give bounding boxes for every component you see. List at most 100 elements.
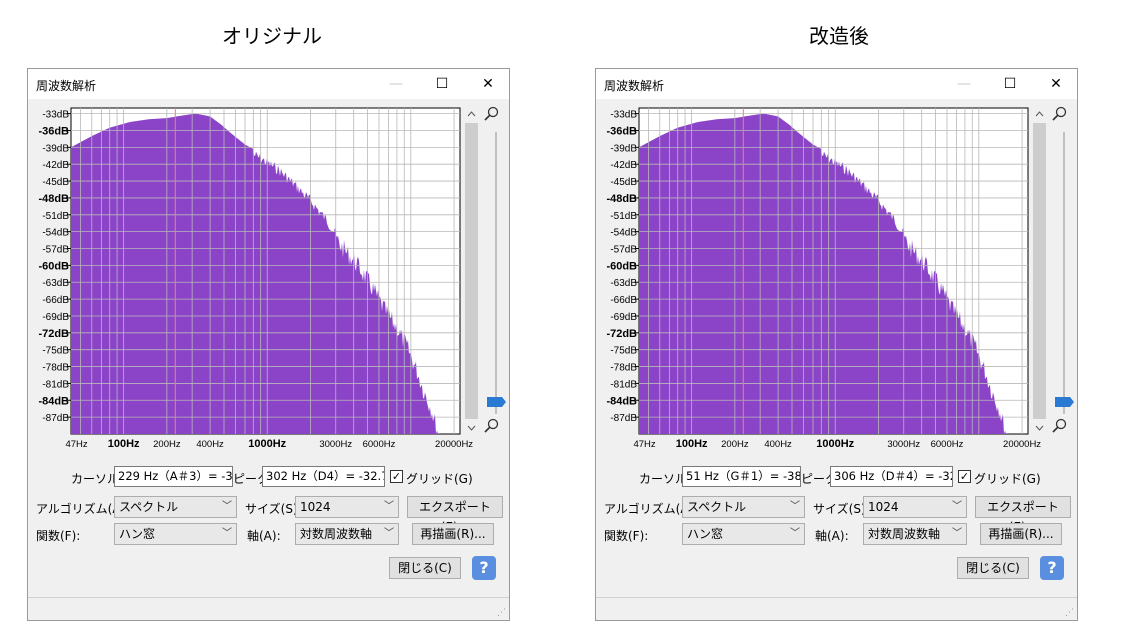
- close-window-button[interactable]: ✕: [482, 76, 494, 92]
- peak-value-field[interactable]: 306 Hz（D＃4）= -32: [830, 466, 953, 487]
- x-tick-label: 400Hz: [196, 439, 224, 450]
- algorithm-select[interactable]: スペクトル ﹀: [114, 496, 237, 518]
- zoom-in-icon-handle: [484, 114, 491, 121]
- function-value: ハン窓: [119, 527, 156, 541]
- y-tick-label: -45dB: [42, 177, 69, 188]
- y-tick-label: -57dB: [610, 245, 637, 256]
- y-tick-label: -36dB: [606, 125, 637, 137]
- zoom-in-icon: [1055, 106, 1067, 118]
- y-tick-label: -42dB: [610, 160, 637, 171]
- chevron-down-icon: ﹀: [952, 528, 962, 539]
- grid-checkbox[interactable]: ✓: [958, 470, 971, 483]
- close-button[interactable]: 閉じる(C): [957, 557, 1029, 579]
- algorithm-value: スペクトル: [119, 500, 179, 514]
- help-icon[interactable]: ?: [1040, 556, 1064, 580]
- replot-button[interactable]: 再描画(R)...: [412, 523, 494, 545]
- scrollbar-thumb: [465, 123, 478, 419]
- axis-select[interactable]: 対数周波数軸 ﹀: [863, 523, 967, 545]
- y-tick-label: -33dB: [42, 110, 69, 121]
- chevron-down-icon: ﹀: [952, 501, 962, 512]
- chevron-down-icon: ﹀: [222, 501, 232, 512]
- y-tick-label: -72dB: [38, 328, 69, 340]
- resize-grip-icon[interactable]: ⋰: [497, 608, 506, 618]
- x-tick-label: 20000Hz: [1003, 439, 1041, 450]
- x-tick-label: 1000Hz: [816, 438, 854, 450]
- y-tick-label: -78dB: [42, 363, 69, 374]
- y-tick-label: -87dB: [42, 413, 69, 424]
- axis-label: 軸(A):: [815, 529, 849, 543]
- y-tick-label: -75dB: [610, 346, 637, 357]
- y-tick-label: -39dB: [610, 143, 637, 154]
- close-button[interactable]: 閉じる(C): [389, 557, 461, 579]
- function-label: 関数(F):: [36, 529, 81, 543]
- zoom-out-icon-handle: [1052, 426, 1059, 433]
- x-tick-label: 3000Hz: [319, 439, 352, 450]
- x-tick-label: 3000Hz: [887, 439, 920, 450]
- function-select[interactable]: ハン窓 ﹀: [682, 523, 805, 545]
- size-select[interactable]: 1024 ﹀: [863, 496, 967, 518]
- y-tick-label: -84dB: [606, 395, 637, 407]
- scroll-down-icon: [467, 425, 476, 431]
- minimize-button[interactable]: —: [389, 76, 403, 92]
- y-tick-label: -69dB: [42, 312, 69, 323]
- axis-select[interactable]: 対数周波数軸 ﹀: [295, 523, 399, 545]
- x-tick-label: 6000Hz: [363, 439, 396, 450]
- scroll-up-icon: [1035, 111, 1044, 117]
- y-tick-label: -57dB: [42, 245, 69, 256]
- zoom-slider-thumb: [487, 397, 506, 407]
- y-tick-label: -78dB: [610, 363, 637, 374]
- help-icon[interactable]: ?: [472, 556, 496, 580]
- y-tick-label: -87dB: [610, 413, 637, 424]
- window-title: 周波数解析: [36, 79, 97, 93]
- frequency-analysis-window-modified: 周波数解析 — ☐ ✕ -33dB -36dB -39dB -42dB -45dB -48…: [595, 68, 1078, 621]
- cursor-value-field[interactable]: 51 Hz（G＃1）= -38 d: [682, 466, 801, 487]
- chevron-down-icon: ﹀: [384, 501, 394, 512]
- title-bar: 周波数解析 — ☐ ✕: [28, 69, 509, 99]
- algorithm-label: アルゴリズム(A):: [36, 502, 130, 516]
- cursor-value-field[interactable]: 229 Hz（A＃3）= -32: [114, 466, 233, 487]
- algorithm-select[interactable]: スペクトル ﹀: [682, 496, 805, 518]
- spectrum-plot[interactable]: -33dB -36dB -39dB -42dB -45dB -48dB -51dB -54dB…: [28, 101, 511, 459]
- spectrum-area: [71, 113, 460, 434]
- zoom-out-icon: [487, 418, 499, 430]
- size-select[interactable]: 1024 ﹀: [295, 496, 399, 518]
- y-tick-label: -60dB: [606, 260, 637, 272]
- function-label: 関数(F):: [604, 529, 649, 543]
- maximize-button[interactable]: ☐: [435, 76, 449, 92]
- y-tick-label: -84dB: [38, 395, 69, 407]
- chevron-down-icon: ﹀: [384, 528, 394, 539]
- frequency-analysis-window-original: 周波数解析 — ☐ ✕ -33dB -36dB -39dB -42dB -45dB -48…: [27, 68, 510, 621]
- x-tick-label: 1000Hz: [248, 438, 286, 450]
- export-button[interactable]: エクスポート(E)...: [975, 496, 1071, 534]
- y-tick-label: -51dB: [42, 211, 69, 222]
- y-tick-label: -54dB: [610, 228, 637, 239]
- y-tick-label: -66dB: [610, 295, 637, 306]
- grid-checkbox[interactable]: ✓: [390, 470, 403, 483]
- spectrum-plot[interactable]: -33dB -36dB -39dB -42dB -45dB -48dB -51dB -54dB…: [596, 101, 1079, 459]
- maximize-button[interactable]: ☐: [1003, 76, 1017, 92]
- zoom-out-icon: [1055, 418, 1067, 430]
- y-tick-label: -72dB: [606, 328, 637, 340]
- resize-grip-icon[interactable]: ⋰: [1065, 608, 1074, 618]
- function-select[interactable]: ハン窓 ﹀: [114, 523, 237, 545]
- peak-value-field[interactable]: 302 Hz（D4）= -32.7: [262, 466, 385, 487]
- y-tick-label: -81dB: [610, 379, 637, 390]
- x-tick-label: 47Hz: [65, 439, 87, 450]
- x-tick-label: 20000Hz: [435, 439, 473, 450]
- y-tick-label: -66dB: [42, 295, 69, 306]
- export-button[interactable]: エクスポート(E)...: [407, 496, 503, 534]
- x-tick-label: 200Hz: [721, 439, 749, 450]
- zoom-out-icon-handle: [484, 426, 491, 433]
- y-tick-label: -60dB: [38, 260, 69, 272]
- y-tick-label: -63dB: [42, 278, 69, 289]
- minimize-button[interactable]: —: [957, 76, 971, 92]
- y-tick-label: -63dB: [610, 278, 637, 289]
- size-label: サイズ(S):: [245, 502, 302, 516]
- axis-value: 対数周波数軸: [868, 527, 941, 541]
- y-tick-label: -36dB: [38, 125, 69, 137]
- replot-button[interactable]: 再描画(R)...: [980, 523, 1062, 545]
- close-window-button[interactable]: ✕: [1050, 76, 1062, 92]
- axis-label: 軸(A):: [247, 529, 281, 543]
- caption-original: オリジナル: [222, 24, 322, 48]
- window-title: 周波数解析: [604, 79, 665, 93]
